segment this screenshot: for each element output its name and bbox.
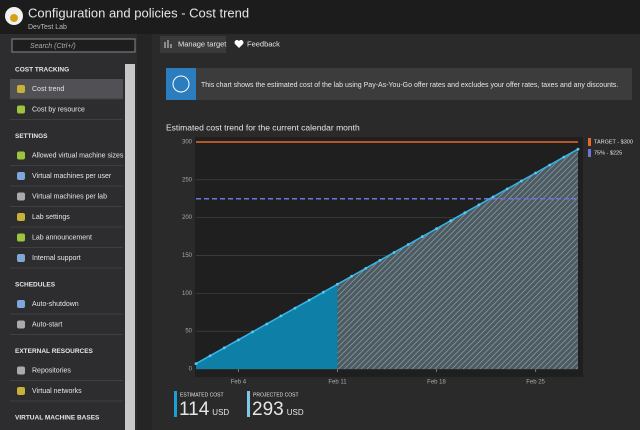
point: [520, 180, 523, 183]
point: [449, 219, 452, 222]
chart-title: Estimated cost trend for the current cal…: [166, 122, 360, 132]
point: [294, 307, 297, 310]
nav-item[interactable]: Cost by resource: [32, 106, 85, 113]
point: [407, 243, 410, 246]
item-icon: [17, 300, 25, 308]
summary-label: ESTIMATED COST: [180, 392, 224, 398]
item-icon: [17, 254, 25, 262]
legend-swatch: [588, 138, 591, 146]
item-icon: [17, 213, 25, 221]
y-tick-label: 50: [185, 329, 192, 335]
search-placeholder: Search (Ctrl+/): [30, 43, 76, 50]
item-icon: [17, 193, 25, 201]
y-tick-label: 300: [182, 140, 193, 146]
x-tick-label: Feb 25: [526, 380, 545, 386]
summary-bar: [174, 391, 177, 417]
point: [279, 315, 282, 318]
scrollbar[interactable]: [125, 64, 135, 430]
page-subtitle: DevTest Lab: [28, 24, 67, 31]
info-text: This chart shows the estimated cost of t…: [201, 82, 618, 89]
nav-item[interactable]: Lab settings: [32, 214, 70, 221]
point: [379, 259, 382, 262]
section-heading: SCHEDULES: [15, 282, 56, 289]
section-heading: SETTINGS: [15, 133, 48, 140]
nav-item[interactable]: Auto-start: [32, 321, 62, 328]
summary-value: 293: [252, 399, 284, 420]
point: [478, 203, 481, 206]
point: [237, 338, 240, 341]
point: [463, 211, 466, 214]
section-heading: VIRTUAL MACHINE BASES: [15, 415, 100, 422]
y-tick-label: 200: [182, 215, 193, 221]
nav-item[interactable]: Cost trend: [32, 86, 64, 93]
toolbar-button[interactable]: Manage target: [178, 39, 227, 48]
point: [364, 267, 367, 270]
item-icon: [17, 106, 25, 114]
item-icon: [17, 321, 25, 329]
nav-item[interactable]: Virtual machines per user: [32, 173, 112, 180]
item-icon: [17, 367, 25, 375]
x-tick-label: Feb 4: [231, 380, 247, 386]
legend-label: TARGET - $300: [594, 139, 633, 145]
point: [265, 323, 268, 326]
y-tick-label: 100: [182, 291, 193, 297]
point: [421, 235, 424, 238]
point: [435, 227, 438, 230]
point: [195, 362, 198, 365]
section-heading: EXTERNAL RESOURCES: [15, 348, 94, 355]
page-title: Configuration and policies - Cost trend: [28, 5, 249, 20]
y-tick-label: 250: [182, 177, 193, 183]
item-icon: [17, 172, 25, 180]
nav-item[interactable]: Allowed virtual machine sizes: [32, 152, 124, 159]
point: [393, 251, 396, 254]
summary-value: 114: [179, 399, 210, 420]
toolbar-button[interactable]: Feedback: [247, 39, 280, 48]
section-heading: COST TRACKING: [15, 67, 69, 74]
nav-item[interactable]: Virtual machines per lab: [32, 193, 107, 200]
summary-unit: USD: [212, 408, 229, 417]
y-tick-label: 150: [182, 253, 193, 259]
summary-label: PROJECTED COST: [253, 392, 299, 398]
selected-item: [10, 79, 123, 99]
point: [562, 156, 565, 159]
summary-unit: USD: [287, 408, 304, 417]
nav-item[interactable]: Auto-shutdown: [32, 301, 79, 308]
x-tick-label: Feb 18: [427, 380, 446, 386]
lab-icon-dot: [10, 14, 18, 22]
point: [223, 346, 226, 349]
item-icon: [17, 85, 25, 93]
item-icon: [17, 152, 25, 160]
point: [350, 275, 353, 278]
info-icon-bg: [166, 68, 196, 100]
nav-item[interactable]: Internal support: [32, 255, 81, 262]
item-icon: [17, 387, 25, 395]
item-icon: [17, 234, 25, 242]
summary-bar: [247, 391, 250, 417]
point: [492, 195, 495, 198]
point: [322, 291, 325, 294]
point: [336, 283, 339, 286]
point: [209, 354, 212, 357]
point: [548, 164, 551, 167]
point: [506, 188, 509, 191]
nav-item[interactable]: Lab announcement: [32, 234, 92, 241]
point: [251, 331, 254, 334]
nav-item[interactable]: Repositories: [32, 367, 71, 374]
point: [308, 299, 311, 302]
legend-swatch: [588, 149, 591, 157]
nav-item[interactable]: Virtual networks: [32, 388, 82, 395]
point: [577, 148, 580, 151]
point: [534, 172, 537, 175]
x-tick-label: Feb 11: [328, 380, 347, 386]
legend-label: 75% - $225: [594, 150, 622, 156]
